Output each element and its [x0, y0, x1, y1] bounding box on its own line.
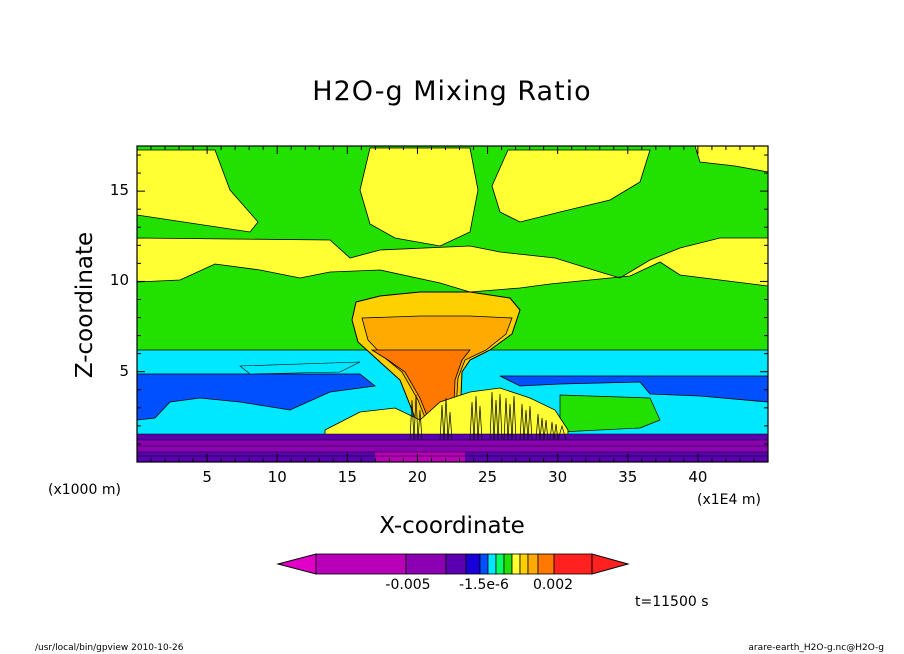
x-tick-label: 20: [407, 468, 427, 486]
patch-yellow-top-far-right: [694, 146, 768, 173]
y-ticks: [137, 154, 768, 445]
colorbar-label: -1.5e-6: [459, 577, 509, 593]
colorbar: [276, 553, 630, 575]
footer-right: arare-earth_H2O-g.nc@H2O-g: [748, 643, 884, 653]
band-blue-left: [137, 373, 376, 421]
patch-magenta-bottom: [375, 452, 465, 462]
band-purple-2: [137, 440, 768, 454]
x-unit-label: (x1E4 m): [697, 492, 761, 508]
colorbar-swatch: [479, 553, 489, 575]
chart-title: H2O-g Mixing Ratio: [312, 76, 592, 107]
x-tick-label: 40: [688, 468, 708, 486]
band-blue-right: [499, 375, 768, 403]
plot-frame: [136, 145, 769, 463]
y-tick-label: 10: [109, 271, 129, 290]
x-tick-label: 25: [478, 468, 498, 486]
colorbar-arrow-right: [591, 553, 630, 575]
colorbar-swatch: [537, 553, 555, 575]
x-tick-label: 15: [337, 468, 357, 486]
patch-cyan-left: [239, 361, 361, 375]
y-axis-label: Z-coordinate: [72, 231, 98, 379]
colorbar-swatch: [527, 553, 539, 575]
patch-yellow-middle: [137, 237, 768, 293]
footer-left: /usr/local/bin/gpview 2010-10-26: [35, 643, 184, 653]
x-tick-label: 30: [548, 468, 568, 486]
x-tick-label: 35: [618, 468, 638, 486]
colorbar-label: -0.005: [385, 577, 431, 593]
y-unit-label: (x1000 m): [48, 482, 121, 498]
colorbar-swatch: [405, 553, 447, 575]
colorbar-swatch: [503, 553, 513, 575]
x-axis-label: X-coordinate: [379, 513, 525, 539]
patch-yellow-top-left: [137, 149, 259, 233]
colorbar-swatch: [445, 553, 467, 575]
colorbar-swatch: [487, 553, 497, 575]
colorbar-swatch: [495, 553, 505, 575]
y-tick-label: 5: [119, 361, 129, 380]
patch-yellow-top-right: [491, 149, 651, 223]
turbulence-marks: [409, 391, 567, 441]
colorbar-swatch: [511, 553, 521, 575]
y-tick-label: 15: [109, 181, 129, 200]
colorbar-swatch: [519, 553, 529, 575]
colorbar-swatch: [315, 553, 407, 575]
patch-yellow-top-center: [359, 147, 479, 247]
colorbar-arrow-left: [276, 553, 317, 575]
x-tick-label: 5: [202, 468, 212, 486]
time-label: t=11500 s: [635, 594, 709, 610]
colorbar-swatch: [553, 553, 593, 575]
contour-field: [137, 146, 768, 462]
contour-lines: [137, 433, 768, 457]
colorbar-label: 0.002: [532, 577, 574, 593]
x-ticks: [150, 146, 755, 462]
x-tick-label: 10: [267, 468, 287, 486]
colorbar-swatch: [465, 553, 481, 575]
